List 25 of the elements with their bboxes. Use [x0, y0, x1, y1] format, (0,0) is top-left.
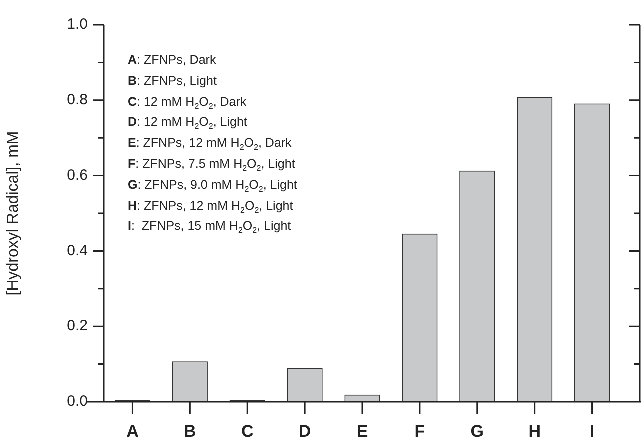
y-tick-label: 0.8: [67, 92, 88, 109]
annotation: G: ZFNPs, 9.0 mM H$_{2}$O$_{2}$, Light: [128, 178, 298, 194]
x-tick-label: F: [414, 422, 426, 441]
x-tick-label: D: [298, 422, 312, 441]
y-tick-label: 0.6: [67, 166, 88, 184]
y-tick-label: 1.0: [67, 16, 88, 34]
y-axis-title: [Hydroxyl Radical], mM: [5, 131, 22, 296]
annotation: H: ZFNPs, 12 mM H$_{2}$O$_{2}$, Light: [128, 198, 294, 215]
annotation: D: 12 mM H$_{2}$O$_{2}$, Light: [128, 115, 248, 132]
annotation: C: 12 mM H$_{2}$O$_{2}$, Dark: [128, 94, 247, 111]
annotation: F: ZFNPs, 7.5 mM H$_{2}$O$_{2}$, Light: [128, 156, 296, 173]
x-tick-label: B: [184, 422, 196, 441]
annotation: A: ZFNPs, Dark: [128, 53, 216, 67]
y-tick-label: 0.4: [67, 242, 88, 260]
x-tick-label: C: [241, 422, 254, 441]
y-tick-label: 0.2: [67, 318, 88, 335]
annotation: E: ZFNPs, 12 mM H$_{2}$O$_{2}$, Dark: [128, 136, 292, 152]
x-tick-label: E: [356, 422, 368, 441]
y-tick-label: 0.0: [67, 393, 88, 410]
x-tick-label: G: [470, 422, 484, 441]
x-tick-label: H: [528, 422, 541, 441]
x-tick-label: I: [590, 422, 595, 441]
annotation: I: ZFNPs, 15 mM H$_{2}$O$_{2}$, Light: [128, 219, 292, 236]
x-tick-label: A: [126, 422, 139, 441]
annotation: B: ZFNPs, Light: [128, 74, 217, 88]
